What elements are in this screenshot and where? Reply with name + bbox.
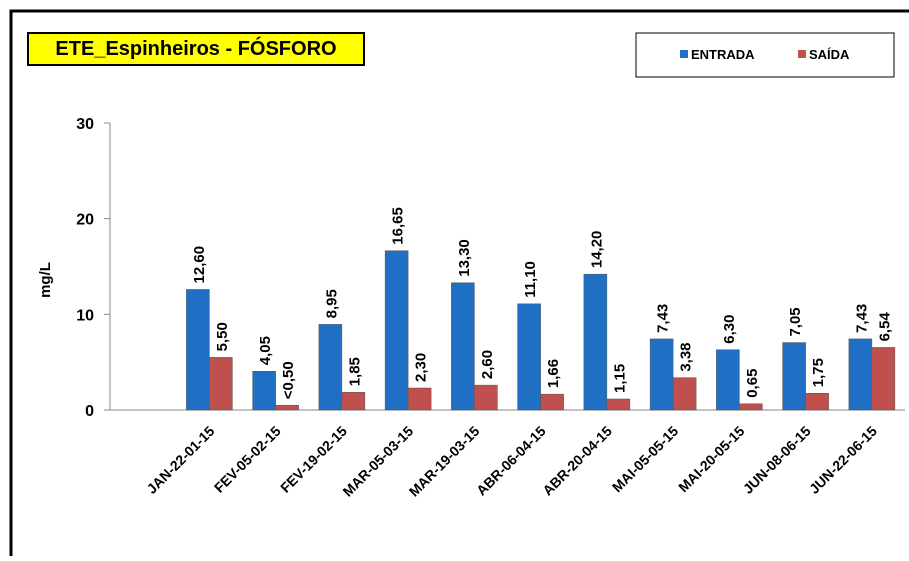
y-tick-label: 0 bbox=[85, 403, 94, 420]
y-tick-label: 30 bbox=[76, 116, 94, 133]
value-label: 14,20 bbox=[588, 231, 605, 269]
bar bbox=[672, 377, 697, 411]
bar bbox=[275, 404, 299, 411]
bar bbox=[540, 393, 564, 411]
value-label: 7,05 bbox=[787, 307, 804, 336]
y-tick-label: 10 bbox=[76, 307, 94, 324]
value-label: 7,43 bbox=[853, 304, 870, 333]
bar bbox=[782, 342, 806, 411]
bar bbox=[606, 398, 631, 411]
bar bbox=[407, 387, 432, 411]
bar bbox=[739, 403, 763, 411]
value-label: 13,30 bbox=[456, 239, 473, 277]
value-label: 1,66 bbox=[545, 359, 562, 388]
legend-label: SAÍDA bbox=[809, 47, 850, 62]
y-tick-label: 20 bbox=[76, 212, 94, 229]
bar bbox=[583, 273, 608, 411]
bar bbox=[848, 338, 873, 411]
value-label: 6,30 bbox=[721, 315, 738, 344]
bar bbox=[871, 347, 896, 411]
value-label: 2,30 bbox=[413, 353, 430, 382]
bar bbox=[517, 303, 541, 411]
value-label: 4,05 bbox=[257, 336, 274, 365]
bar bbox=[805, 393, 829, 411]
y-axis-label: mg/L bbox=[37, 262, 54, 298]
value-label: <0,50 bbox=[280, 361, 297, 399]
value-label: 7,43 bbox=[655, 304, 672, 333]
value-label: 1,75 bbox=[810, 358, 827, 387]
legend-swatch bbox=[680, 50, 688, 58]
bar bbox=[716, 349, 740, 411]
bar bbox=[209, 357, 233, 411]
value-label: 6,54 bbox=[876, 312, 893, 342]
value-label: 0,65 bbox=[744, 369, 761, 398]
bar bbox=[252, 371, 276, 411]
legend-label: ENTRADA bbox=[691, 47, 755, 62]
bar bbox=[186, 289, 210, 411]
bar bbox=[649, 338, 674, 411]
title-box bbox=[27, 32, 365, 66]
value-label: 8,95 bbox=[323, 289, 340, 318]
bar bbox=[451, 282, 475, 411]
chart-title: ETE_Espinheiros - FÓSFORO bbox=[55, 36, 336, 60]
value-label: 16,65 bbox=[390, 207, 407, 245]
value-label: 3,38 bbox=[678, 342, 695, 371]
bar bbox=[474, 384, 498, 411]
value-label: 11,10 bbox=[522, 261, 539, 298]
bar bbox=[318, 324, 343, 411]
bar bbox=[341, 392, 366, 411]
legend-swatch bbox=[798, 50, 806, 58]
legend-box bbox=[635, 32, 895, 78]
value-label: 12,60 bbox=[191, 246, 208, 284]
value-label: 1,85 bbox=[346, 357, 363, 386]
value-label: 5,50 bbox=[214, 322, 231, 351]
value-label: 1,15 bbox=[611, 364, 628, 393]
value-label: 2,60 bbox=[479, 350, 496, 379]
bar bbox=[384, 250, 409, 411]
